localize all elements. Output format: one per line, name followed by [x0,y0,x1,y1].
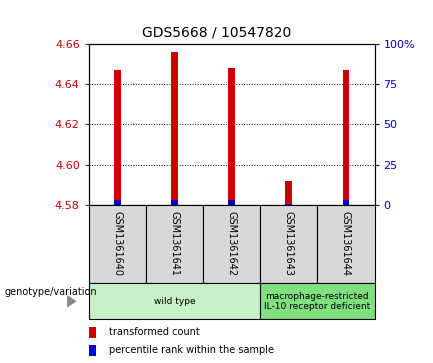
Bar [114,200,121,205]
Bar [285,204,292,205]
Bar [260,283,375,319]
Bar [203,205,260,283]
Text: GSM1361643: GSM1361643 [284,211,294,276]
Text: wild type: wild type [154,297,195,306]
Text: GSM1361642: GSM1361642 [226,211,237,277]
Text: GSM1361641: GSM1361641 [169,211,180,276]
Bar [343,70,349,205]
Text: macrophage-restricted
IL-10 receptor deficient: macrophage-restricted IL-10 receptor def… [264,291,371,311]
Text: GSM1361640: GSM1361640 [112,211,123,276]
Bar [317,205,375,283]
Bar [343,200,349,205]
Bar [171,200,178,205]
Text: percentile rank within the sample: percentile rank within the sample [109,345,274,355]
Bar [228,200,235,205]
Text: GDS5668 / 10547820: GDS5668 / 10547820 [142,25,291,40]
Bar [285,181,292,205]
Bar [89,345,96,356]
Bar [260,205,317,283]
Text: genotype/variation: genotype/variation [4,287,97,297]
Text: transformed count: transformed count [109,327,200,337]
Bar [89,283,260,319]
Bar [146,205,203,283]
Bar [228,68,235,205]
Text: GSM1361644: GSM1361644 [341,211,351,276]
Bar [89,327,96,338]
Bar [171,52,178,205]
Bar [89,205,146,283]
Bar [114,70,121,205]
